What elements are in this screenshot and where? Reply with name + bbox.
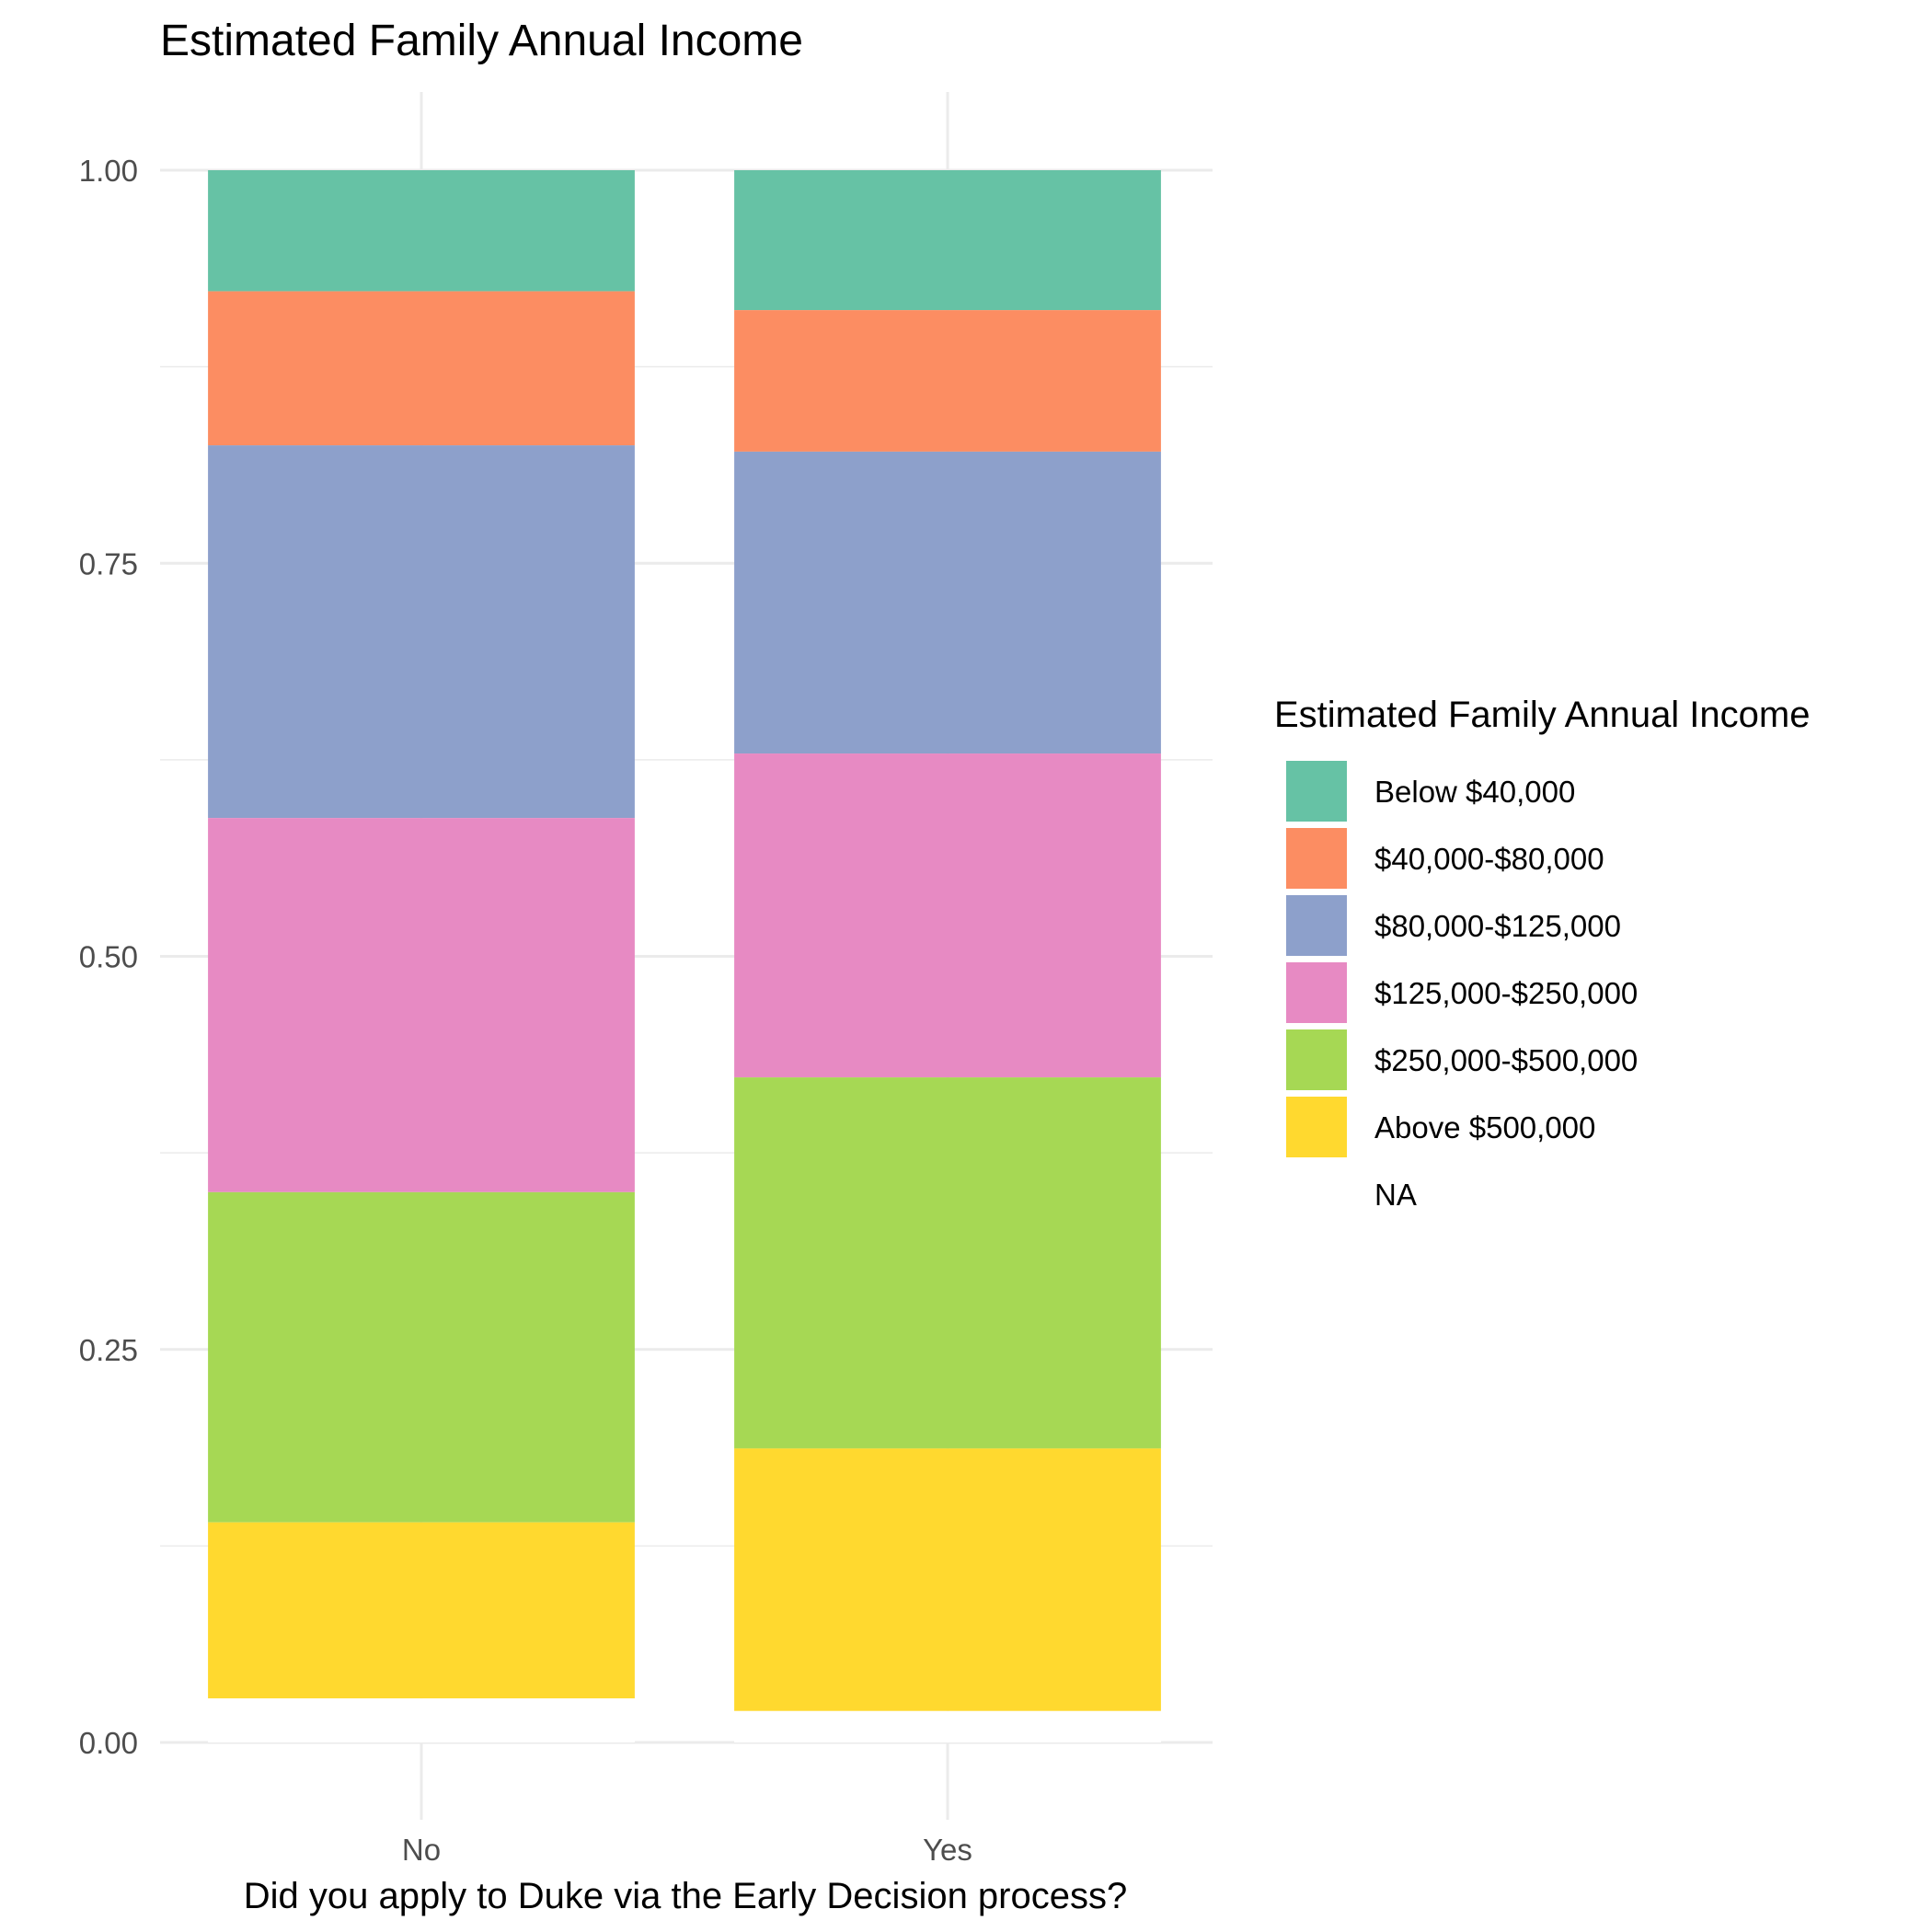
bars [208,170,1161,1742]
bar-segment [734,1077,1161,1449]
bar-segment [734,753,1161,1078]
y-tick-label: 0.00 [79,1726,138,1760]
x-tick-label: No [402,1833,441,1867]
bar-segment [734,310,1161,452]
y-tick-label: 0.50 [79,940,138,974]
bar-segment [208,445,635,819]
legend-key [1286,1097,1347,1157]
x-tick-label: Yes [923,1833,972,1867]
y-tick-label: 1.00 [79,154,138,188]
x-axis-ticks: No Yes [402,1833,972,1867]
legend-key [1286,895,1347,956]
legend-label: Above $500,000 [1374,1110,1595,1144]
legend-label: Below $40,000 [1374,775,1575,809]
legend-key [1286,962,1347,1023]
bar-segment [208,1698,635,1742]
y-tick-label: 0.25 [79,1333,138,1367]
bar-segment [208,1191,635,1523]
legend-label: $125,000-$250,000 [1374,976,1638,1010]
legend-label: $250,000-$500,000 [1374,1043,1638,1077]
bar-segment [208,291,635,446]
bar-segment [734,170,1161,311]
x-axis-title: Did you apply to Duke via the Early Deci… [244,1876,1127,1916]
bar-segment [734,451,1161,754]
legend-key [1286,828,1347,889]
legend-label: NA [1374,1178,1417,1212]
legend-key [1286,761,1347,822]
bar-segment [734,1448,1161,1711]
bar-segment [208,818,635,1192]
bar-segment [208,1522,635,1699]
bar-segment [208,170,635,292]
legend-title: Estimated Family Annual Income [1274,695,1810,735]
legend-label: $80,000-$125,000 [1374,909,1621,943]
legend-key [1286,1164,1347,1225]
y-tick-label: 0.75 [79,546,138,581]
bar-segment [734,1710,1161,1742]
y-axis-ticks: 0.00 0.25 0.50 0.75 1.00 [79,154,138,1760]
legend: Estimated Family Annual Income Below $40… [1274,695,1810,1225]
legend-label: $40,000-$80,000 [1374,842,1604,876]
chart-title: Estimated Family Annual Income [160,17,803,65]
legend-key [1286,1029,1347,1090]
